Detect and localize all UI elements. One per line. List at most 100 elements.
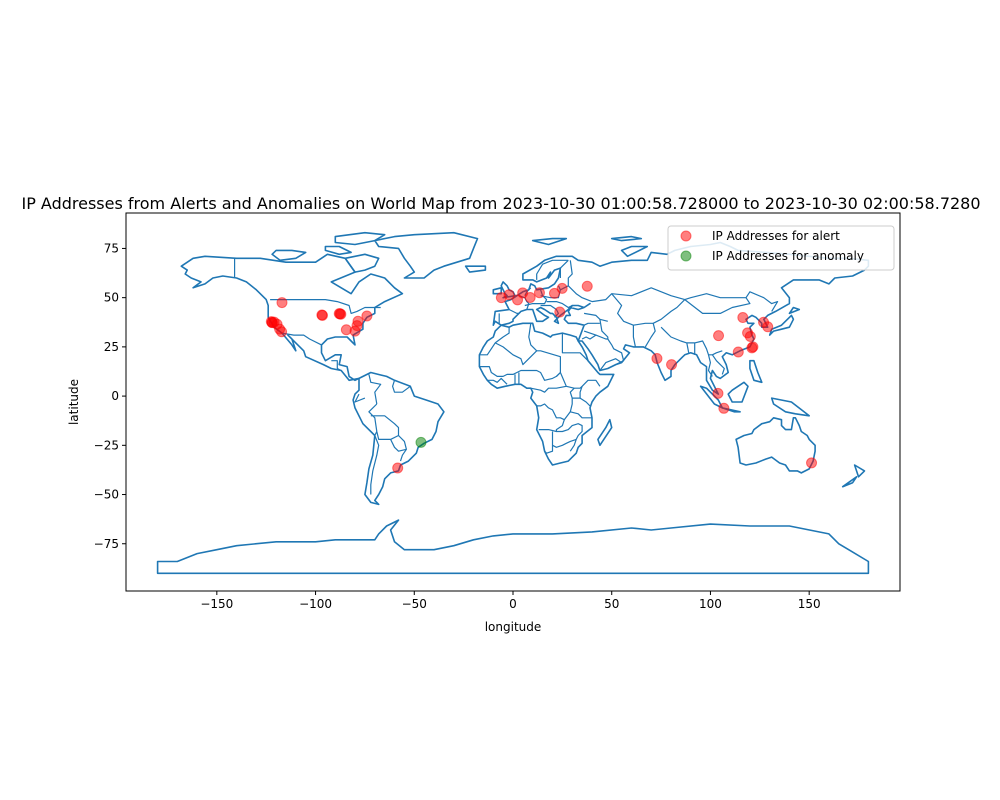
legend-marker (680, 250, 692, 262)
x-tick-label: 100 (699, 597, 722, 611)
alert-ip-point (276, 326, 288, 338)
y-tick-label: 25 (104, 340, 119, 354)
alert-ip-point (718, 402, 730, 414)
legend-label: IP Addresses for alert (712, 229, 840, 243)
alert-ip-point (732, 346, 744, 358)
country-border (479, 327, 510, 356)
alert-ip-point (556, 282, 568, 294)
country-border (561, 333, 589, 362)
country-border (536, 387, 575, 421)
land-outline (492, 241, 870, 395)
land-outline (610, 235, 643, 242)
country-border (354, 393, 366, 403)
y-tick-label: −25 (94, 438, 119, 452)
country-border (686, 342, 690, 353)
country-border (530, 385, 567, 393)
land-outline (699, 385, 724, 409)
country-border (559, 372, 601, 389)
country-border (707, 354, 713, 377)
country-border (572, 386, 583, 399)
country-border (660, 326, 723, 356)
country-border (544, 431, 554, 454)
land-outline (749, 359, 763, 384)
country-border (546, 301, 573, 309)
alert-ip-point (316, 309, 328, 321)
alert-ip-point (744, 330, 756, 342)
country-border (711, 354, 725, 375)
chart-title: IP Addresses from Alerts and Anomalies o… (21, 194, 980, 213)
land-outline (770, 397, 811, 417)
land-outline (271, 249, 307, 262)
alert-ip-point (651, 352, 663, 364)
country-border (595, 334, 608, 340)
land-outline (531, 237, 568, 246)
land-outline (727, 381, 749, 403)
country-border (579, 397, 591, 407)
land-outline (464, 265, 487, 273)
land-outline (788, 306, 801, 315)
alert-ip-point (533, 287, 545, 299)
country-border (599, 358, 622, 371)
alert-ip-point (524, 291, 536, 303)
alert-ip-point (352, 315, 364, 327)
country-border (392, 380, 411, 393)
country-border (487, 377, 508, 385)
alert-ip-point (548, 287, 560, 299)
country-border (684, 297, 751, 314)
land-outline (324, 245, 352, 256)
alert-ip-point (276, 297, 288, 309)
alert-ip-point (392, 462, 404, 474)
country-border (552, 438, 577, 448)
alert-ip-point (762, 321, 774, 333)
alert-ip-point (335, 308, 347, 320)
legend: IP Addresses for alert IP Addresses for a… (667, 225, 895, 271)
alert-ip-point (349, 325, 361, 337)
y-tick-label: −75 (94, 537, 119, 551)
y-tick-label: 50 (104, 291, 119, 305)
y-tick-label: 75 (104, 241, 119, 255)
country-border (494, 342, 562, 377)
land-outline (334, 231, 386, 246)
alert-ip-point (712, 387, 724, 399)
alert-ip-point (713, 330, 725, 342)
country-border (599, 319, 609, 339)
country-border (508, 308, 519, 314)
country-border (368, 374, 382, 405)
land-outline (597, 418, 613, 447)
y-tick-label: 0 (111, 389, 119, 403)
country-border (390, 439, 407, 452)
land-outline (735, 416, 816, 474)
country-border (479, 366, 561, 381)
legend-marker (680, 230, 692, 242)
country-border (270, 299, 381, 314)
alert-ip-point (666, 359, 678, 371)
x-axis: −150 −100 −50 0 50 100 150 (200, 591, 821, 611)
land-outline (373, 231, 479, 279)
country-border (632, 325, 636, 348)
country-border (611, 293, 686, 326)
alert-ip-point (737, 312, 749, 324)
country-border (536, 259, 569, 280)
x-tick-label: −50 (402, 597, 427, 611)
x-tick-label: 150 (798, 597, 821, 611)
x-axis-label: longitude (485, 620, 542, 634)
country-border (559, 259, 569, 278)
land-outline (180, 253, 404, 382)
x-tick-label: 0 (509, 597, 517, 611)
country-border (581, 330, 597, 340)
alert-ip-point (806, 457, 818, 469)
country-border (583, 312, 608, 322)
country-border (538, 423, 583, 452)
alert-ip-point (503, 289, 515, 301)
x-tick-label: 50 (604, 597, 619, 611)
x-tick-label: −100 (299, 597, 332, 611)
y-tick-label: −50 (94, 488, 119, 502)
country-border (331, 360, 342, 372)
x-tick-label: −150 (200, 597, 233, 611)
country-border (607, 338, 625, 366)
country-border (583, 322, 600, 326)
land-outline (344, 253, 380, 273)
legend-box (667, 225, 895, 271)
alert-ip-point (581, 280, 593, 292)
